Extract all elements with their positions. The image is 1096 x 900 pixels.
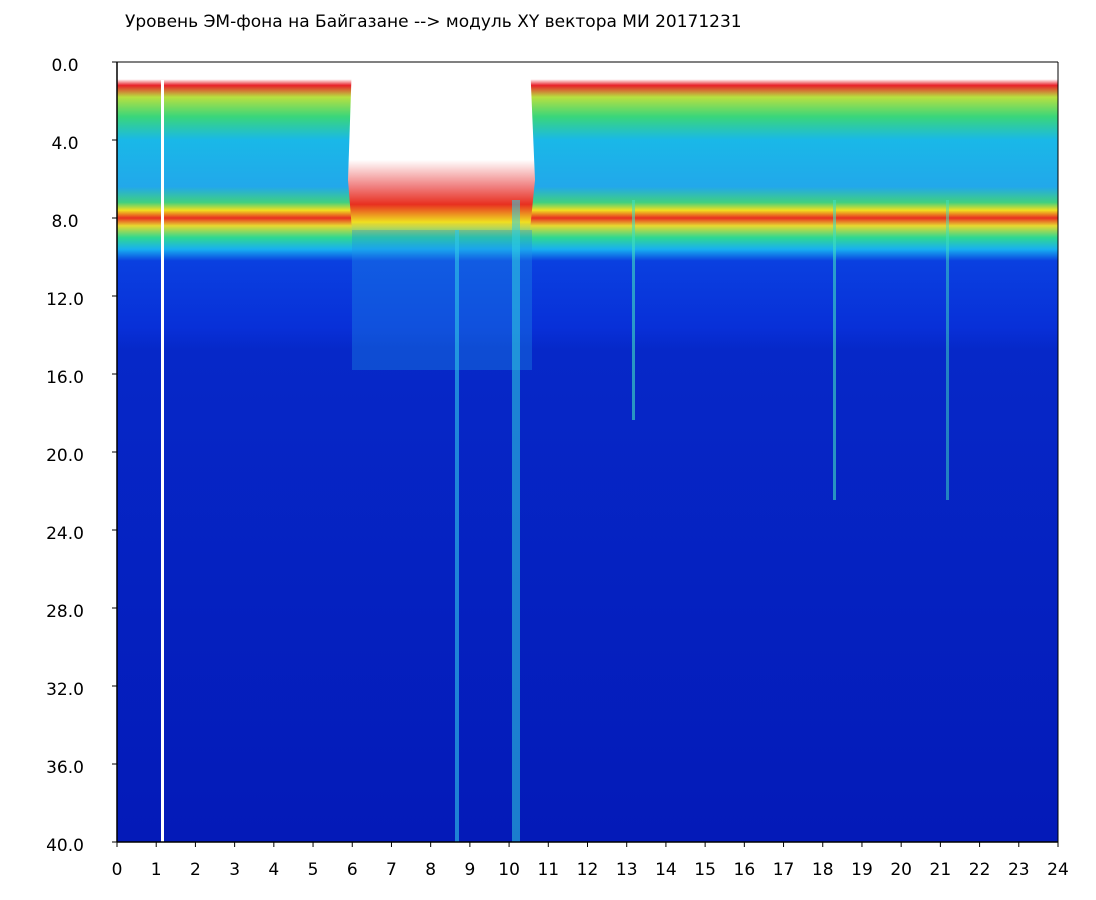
- y-tick-label: 4.0: [51, 134, 78, 154]
- x-tick-label: 3: [229, 860, 240, 880]
- x-tick-label: 14: [655, 860, 677, 880]
- chart-title: Уровень ЭМ-фона на Байгазане --> модуль …: [125, 12, 742, 32]
- x-tick-label: 1: [151, 860, 162, 880]
- heatmap-gap-line: [161, 80, 164, 842]
- x-tick-label: 7: [386, 860, 397, 880]
- heatmap-streak: [946, 200, 949, 500]
- x-tick-label: 15: [694, 860, 716, 880]
- x-tick-label: 24: [1047, 860, 1069, 880]
- x-tick-label: 9: [464, 860, 475, 880]
- x-tick-label: 5: [308, 860, 319, 880]
- x-tick-label: 17: [773, 860, 795, 880]
- x-tick-label: 0: [112, 860, 123, 880]
- x-tick-label: 23: [1008, 860, 1030, 880]
- y-tick-label: 40.0: [46, 836, 84, 856]
- x-tick-label: 21: [930, 860, 952, 880]
- heatmap-streak: [512, 200, 520, 842]
- heatmap-gap: [348, 62, 535, 230]
- x-tick-label: 16: [734, 860, 756, 880]
- x-tick-label: 2: [190, 860, 201, 880]
- x-tick-label: 6: [347, 860, 358, 880]
- x-tick-label: 4: [268, 860, 279, 880]
- y-tick-label: 28.0: [46, 602, 84, 622]
- heatmap-streak: [455, 230, 459, 842]
- y-tick-label: 32.0: [46, 680, 84, 700]
- x-tick-label: 13: [616, 860, 638, 880]
- y-tick-label: 0.0: [51, 56, 78, 76]
- x-tick-label: 10: [498, 860, 520, 880]
- x-tick-label: 19: [851, 860, 873, 880]
- x-tick-label: 22: [969, 860, 991, 880]
- heatmap-streak: [833, 200, 836, 500]
- x-tick-label: 18: [812, 860, 834, 880]
- y-tick-label: 16.0: [46, 368, 84, 388]
- y-tick-label: 24.0: [46, 524, 84, 544]
- y-tick-label: 12.0: [46, 290, 84, 310]
- heatmap-region: [352, 230, 532, 370]
- heatmap-streak: [632, 200, 635, 420]
- heatmap: [117, 62, 1058, 842]
- y-tick-label: 8.0: [51, 212, 78, 232]
- heatmap-field: [117, 62, 1058, 842]
- x-tick-label: 8: [425, 860, 436, 880]
- x-tick-label: 20: [890, 860, 912, 880]
- x-tick-label: 11: [537, 860, 559, 880]
- x-tick-label: 12: [577, 860, 599, 880]
- y-tick-label: 20.0: [46, 446, 84, 466]
- y-tick-label: 36.0: [46, 758, 84, 778]
